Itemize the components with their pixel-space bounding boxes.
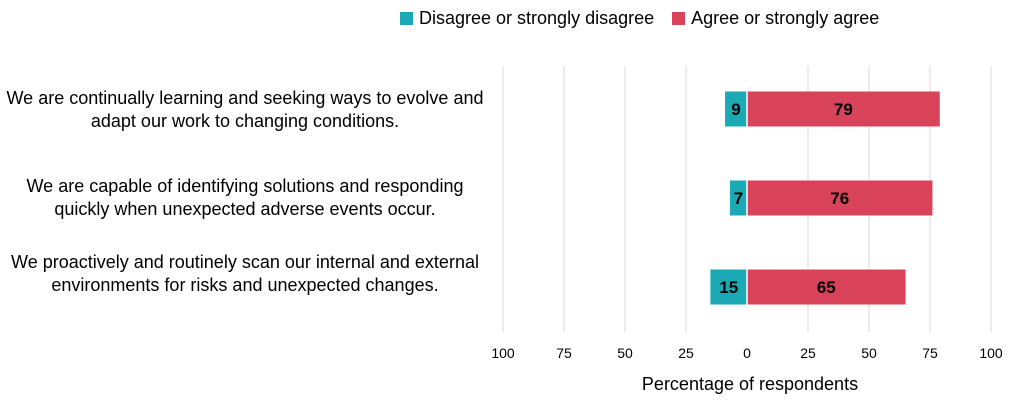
x-tick-label-7: 75 (922, 345, 938, 361)
x-tick-label-1: 75 (556, 345, 572, 361)
x-tick-label-0: 100 (491, 345, 515, 361)
data-label-disagree-2: 7 (734, 189, 743, 208)
legend-item-disagree: Disagree or strongly disagree (400, 8, 654, 29)
x-tick-label-5: 25 (800, 345, 816, 361)
x-tick-label-3: 25 (678, 345, 694, 361)
legend-label-disagree: Disagree or strongly disagree (419, 8, 655, 28)
x-tick-label-4: 0 (743, 345, 751, 361)
data-label-agree-3: 65 (817, 278, 836, 297)
legend-label-agree: Agree or strongly agree (691, 8, 880, 28)
bar-disagree-3 (710, 269, 747, 305)
x-tick-label-8: 100 (979, 345, 1003, 361)
category-label-3: We proactively and routinely scan our in… (11, 252, 479, 295)
legend-swatch-disagree (400, 12, 413, 25)
bar-agree-1 (747, 91, 940, 127)
bar-disagree-2 (729, 180, 747, 216)
category-label-2: We are capable of identifying solutions … (26, 176, 464, 219)
x-tick-label-2: 50 (617, 345, 633, 361)
legend-item-agree: Agree or strongly agree (672, 8, 879, 29)
legend-swatch-agree (672, 12, 686, 25)
data-label-agree-1: 79 (834, 100, 853, 119)
x-axis-title: Percentage of respondents (641, 374, 859, 394)
bar-disagree-1 (725, 91, 747, 127)
data-label-agree-2: 76 (830, 189, 849, 208)
bar-agree-3 (747, 269, 906, 305)
data-label-disagree-3: 15 (719, 278, 738, 297)
legend: Disagree or strongly disagree Agree or s… (400, 8, 897, 29)
x-tick-label-6: 50 (861, 345, 877, 361)
category-label-1: We are continually learning and seeking … (6, 88, 484, 131)
data-label-disagree-1: 9 (731, 100, 740, 119)
bar-agree-2 (747, 180, 933, 216)
